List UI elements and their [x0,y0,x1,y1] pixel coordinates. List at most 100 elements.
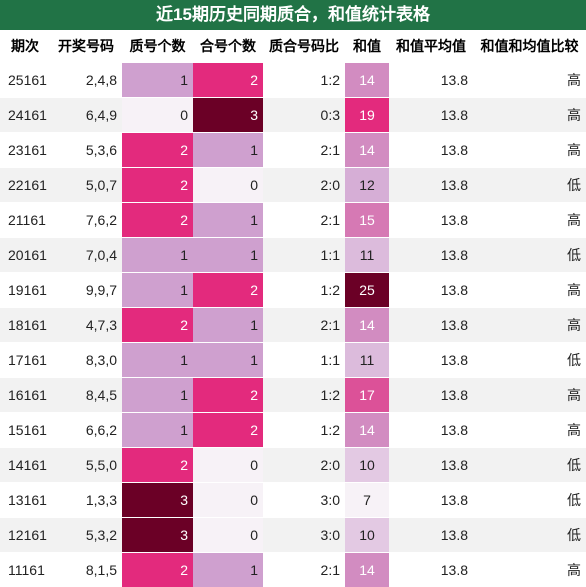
table-cell: 13.8 [389,133,473,168]
column-header: 质合号码比 [263,30,345,63]
table-cell: 高 [473,63,586,98]
table-cell: 9,9,7 [50,273,122,308]
table-cell: 6,4,9 [50,98,122,133]
table-cell: 1 [193,308,263,343]
table-cell: 13161 [0,483,50,518]
table-cell: 17161 [0,343,50,378]
table-cell: 13.8 [389,483,473,518]
column-header: 和值 [345,30,389,63]
page: 近15期历史同期质合，和值统计表格 期次开奖号码质号个数合号个数质合号码比和值和… [0,0,586,575]
table-cell: 14 [345,308,389,343]
table-cell: 13.8 [389,98,473,133]
table-cell: 2:1 [263,133,345,168]
table-cell: 3 [193,98,263,133]
table-cell: 1:2 [263,413,345,448]
table-cell: 21161 [0,203,50,238]
table-cell: 0 [193,168,263,203]
table-cell: 2 [122,133,193,168]
table-cell: 3 [122,483,193,518]
table-cell: 25161 [0,63,50,98]
table-cell: 13.8 [389,273,473,308]
table-cell: 2 [122,448,193,483]
table-cell: 1 [193,238,263,273]
table-cell: 13.8 [389,308,473,343]
table-cell: 20161 [0,238,50,273]
table-cell: 10 [345,448,389,483]
table-cell: 13.8 [389,343,473,378]
table-cell: 2:0 [263,168,345,203]
table-cell: 25 [345,273,389,308]
table-cell: 13.8 [389,553,473,587]
table-cell: 2 [122,203,193,238]
table-cell: 5,3,6 [50,133,122,168]
table-cell: 8,4,5 [50,378,122,413]
table-cell: 高 [473,203,586,238]
column-header: 质号个数 [122,30,193,63]
table-cell: 6,6,2 [50,413,122,448]
table-cell: 低 [473,343,586,378]
table-cell: 17 [345,378,389,413]
table-cell: 高 [473,413,586,448]
table-cell: 24161 [0,98,50,133]
table-cell: 2 [193,63,263,98]
table-cell: 13.8 [389,518,473,553]
table-cell: 7,6,2 [50,203,122,238]
table-cell: 12161 [0,518,50,553]
table-cell: 高 [473,133,586,168]
table-cell: 1:2 [263,63,345,98]
table-cell: 13.8 [389,63,473,98]
table-cell: 1 [193,553,263,587]
table-cell: 高 [473,273,586,308]
table-cell: 8,3,0 [50,343,122,378]
table-cell: 13.8 [389,203,473,238]
table-cell: 2,4,8 [50,63,122,98]
table-cell: 0 [193,448,263,483]
table-cell: 高 [473,308,586,343]
table-cell: 13.8 [389,378,473,413]
table-cell: 2 [193,378,263,413]
table-cell: 10 [345,518,389,553]
table-cell: 2 [193,413,263,448]
table-cell: 13.8 [389,448,473,483]
column-header: 合号个数 [193,30,263,63]
table-cell: 18161 [0,308,50,343]
table-cell: 1 [193,343,263,378]
table-cell: 1:1 [263,238,345,273]
table-cell: 3:0 [263,483,345,518]
table-cell: 5,0,7 [50,168,122,203]
table-cell: 1 [122,343,193,378]
column-header: 和值和均值比较 [473,30,586,63]
table-cell: 14 [345,133,389,168]
table-cell: 13.8 [389,238,473,273]
table-cell: 15161 [0,413,50,448]
table-cell: 3 [122,518,193,553]
table-cell: 1 [122,63,193,98]
table-cell: 低 [473,518,586,553]
table-title: 近15期历史同期质合，和值统计表格 [0,0,586,30]
table-cell: 12 [345,168,389,203]
table-cell: 11 [345,238,389,273]
table-cell: 2:0 [263,448,345,483]
table-cell: 2 [122,168,193,203]
table-cell: 1:1 [263,343,345,378]
table-cell: 11 [345,343,389,378]
table-cell: 14161 [0,448,50,483]
table-cell: 5,3,2 [50,518,122,553]
table-cell: 1,3,3 [50,483,122,518]
table-cell: 4,7,3 [50,308,122,343]
table-cell: 1:2 [263,273,345,308]
column-header: 和值平均值 [389,30,473,63]
table-cell: 14 [345,63,389,98]
table-cell: 15 [345,203,389,238]
